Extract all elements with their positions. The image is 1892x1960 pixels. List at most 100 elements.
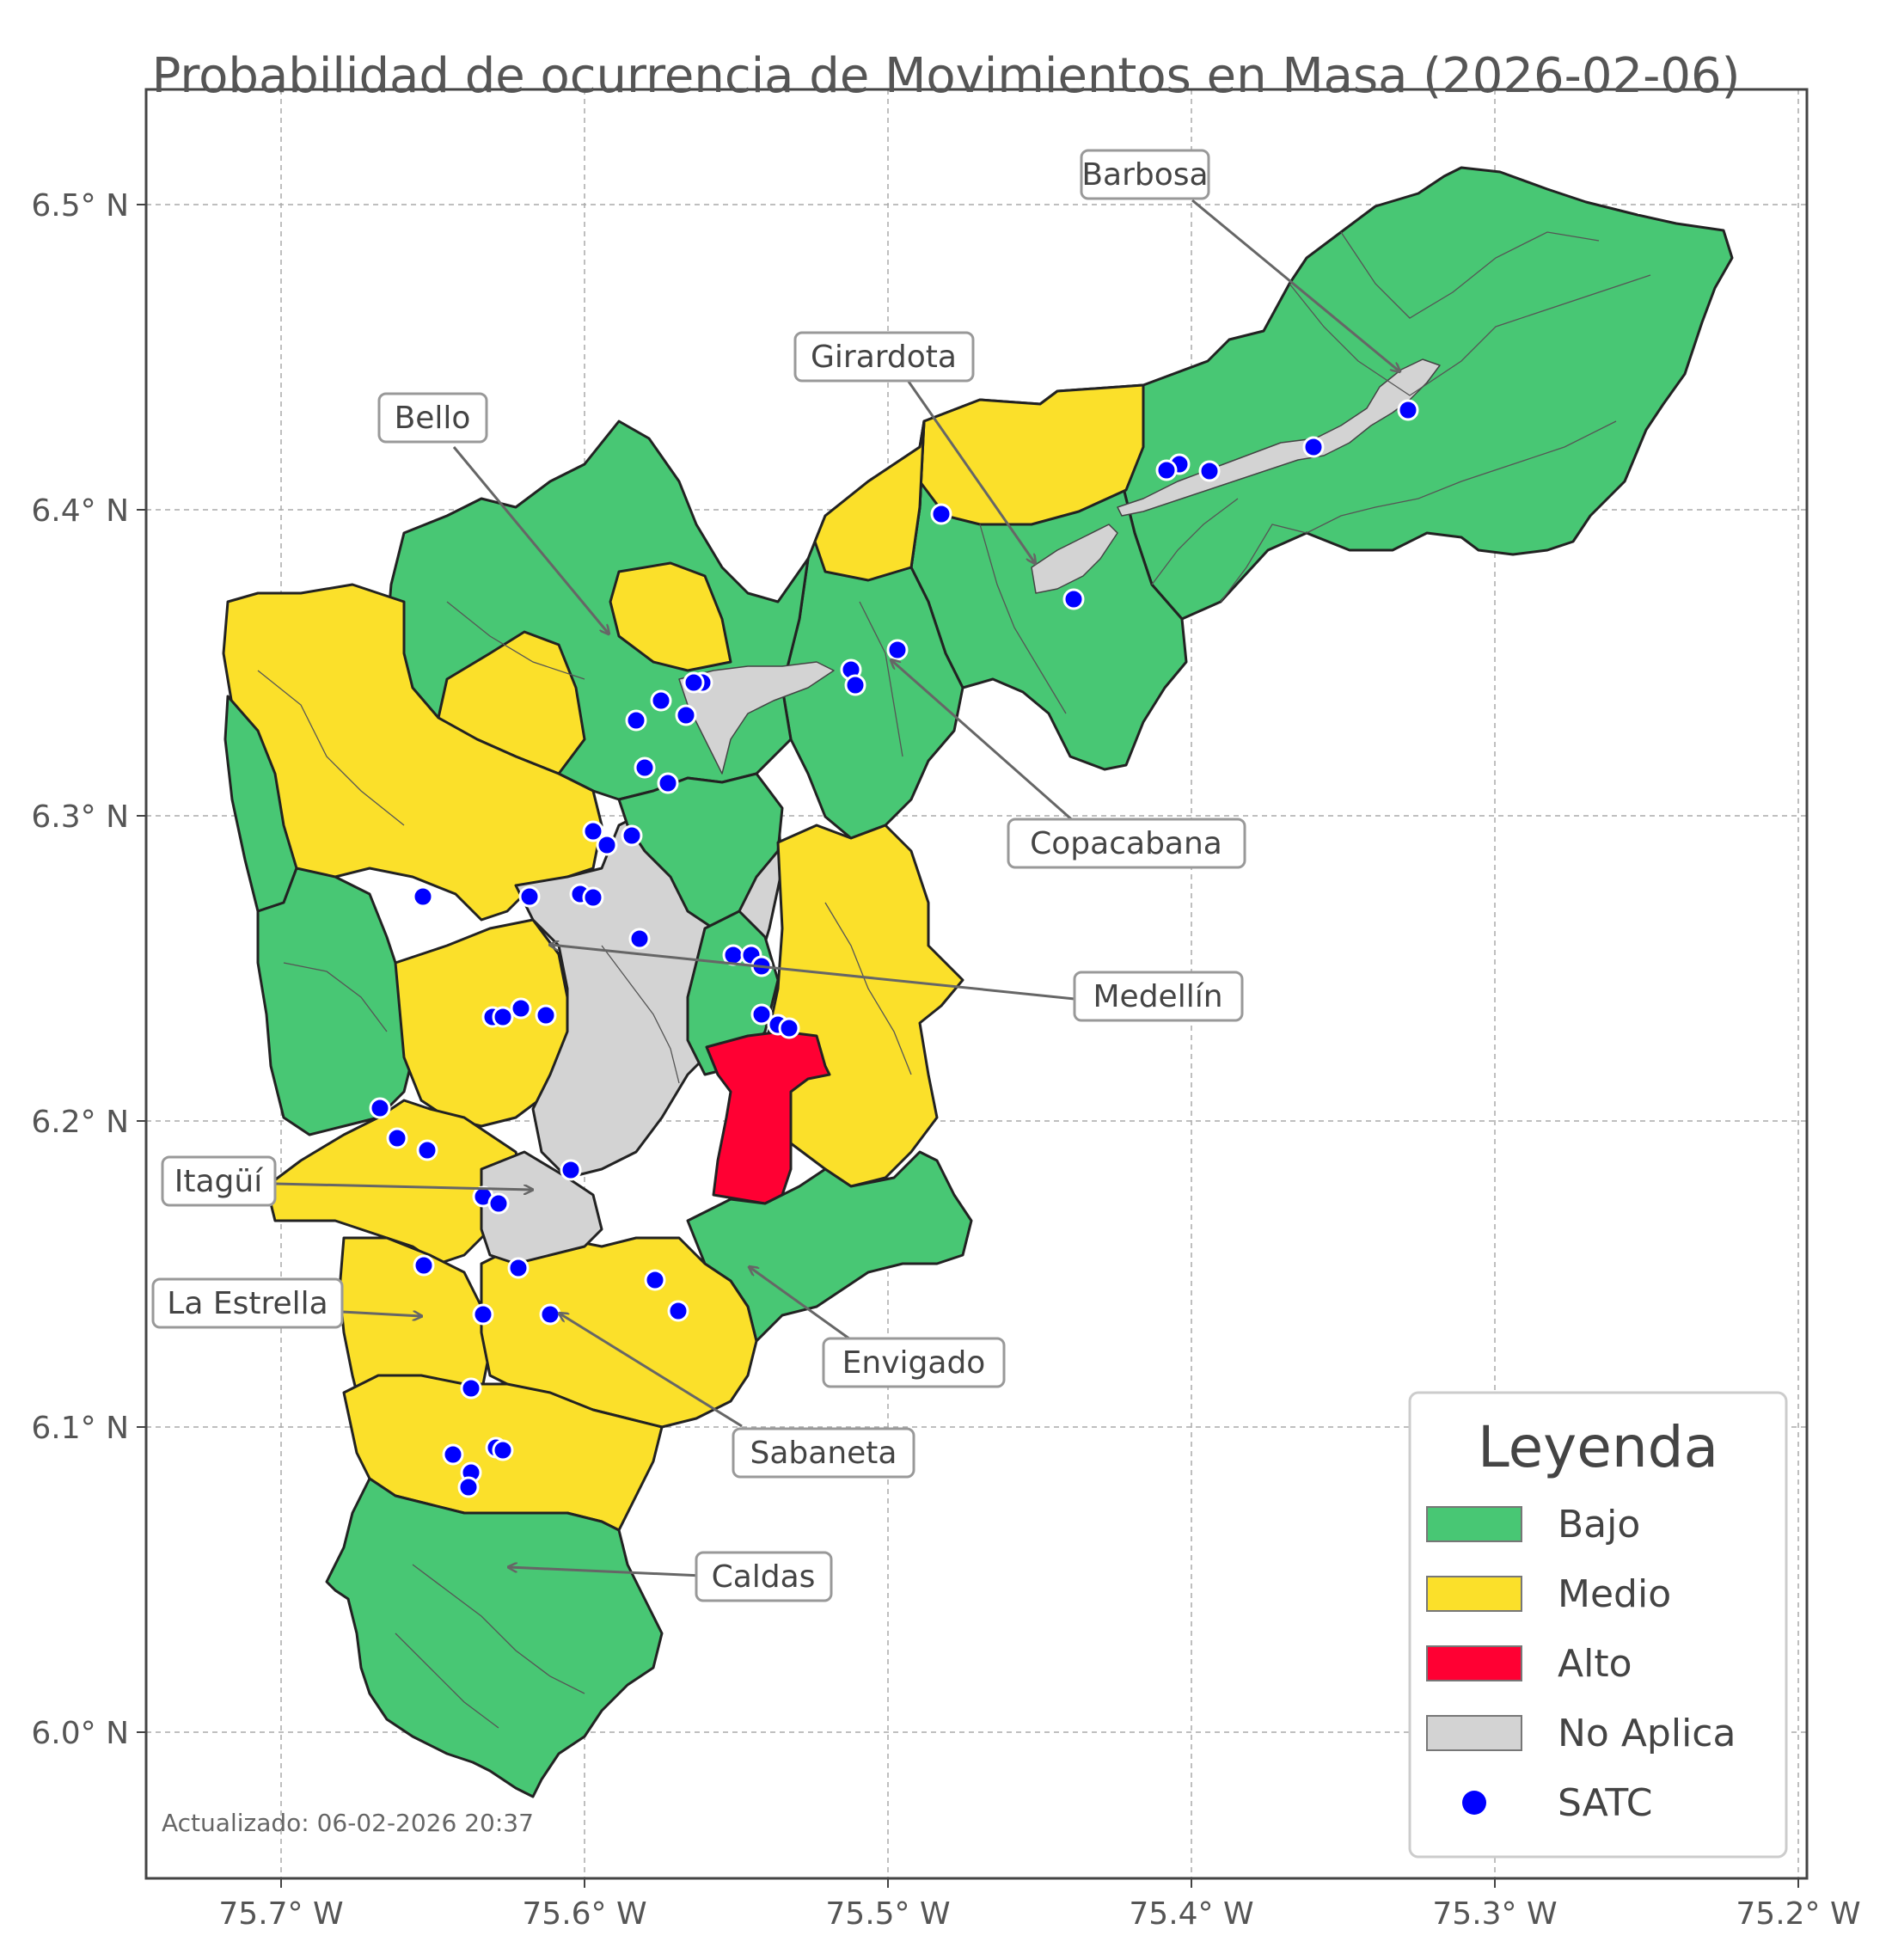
region-medellin-north-green	[617, 772, 784, 930]
subdivision-line	[979, 524, 1067, 714]
satc-point	[1155, 459, 1178, 481]
tick-marks	[137, 204, 1799, 1888]
callout-copacabana: Copacabana	[1007, 818, 1246, 869]
satc-point	[472, 1303, 494, 1326]
legend: Leyenda Bajo Medio Alto No Aplica SATC	[1408, 1391, 1788, 1859]
legend-label: Medio	[1558, 1572, 1671, 1616]
callout-label: Itagüí	[175, 1164, 263, 1199]
legend-swatch-no-aplica	[1426, 1715, 1522, 1751]
satc-point	[457, 1476, 480, 1498]
callout-box	[822, 1337, 1006, 1388]
satc-point	[492, 1439, 514, 1461]
y-tick-label: 6.0° N	[31, 1716, 129, 1751]
satc-point	[930, 503, 952, 525]
legend-swatch-satc	[1462, 1791, 1486, 1815]
legend-swatch-bajo	[1426, 1506, 1522, 1542]
satc-point	[750, 1003, 773, 1026]
subdivision-line	[412, 1564, 585, 1694]
region-bello-medio-north	[609, 561, 732, 672]
satc-point	[487, 1192, 510, 1215]
subdivision-line	[395, 1632, 499, 1729]
callout-girardota: Girardota	[793, 331, 975, 383]
callout-arrow-caldas	[509, 1567, 703, 1577]
satc-point	[535, 1004, 557, 1026]
callout-arrow-medellin	[550, 945, 1075, 1001]
satc-point	[628, 928, 651, 950]
x-tick-label: 75.7° W	[218, 1896, 343, 1932]
callout-arrow-barbosa	[1191, 199, 1399, 371]
satc-point	[596, 834, 618, 856]
subdivision-line	[1151, 498, 1239, 585]
subdivision-line	[446, 601, 585, 680]
region-medellin-sw-green	[256, 867, 419, 1136]
callout-label: Barbosa	[1081, 157, 1208, 193]
callout-label: Copacabana	[1030, 826, 1222, 861]
y-tick-label: 6.1° N	[31, 1411, 129, 1446]
legend-label: Bajo	[1558, 1503, 1640, 1547]
satc-points	[369, 399, 1419, 1498]
satc-point	[1062, 588, 1085, 610]
callout-label: La Estrella	[167, 1286, 328, 1321]
satc-point	[1397, 399, 1419, 421]
satc-point	[644, 1269, 666, 1291]
y-tick-label: 6.4° N	[31, 493, 129, 529]
callout-box	[695, 1551, 833, 1602]
satc-point	[539, 1303, 561, 1326]
satc-point	[510, 997, 532, 1020]
region-girardota-urban	[1031, 524, 1118, 594]
x-tick-labels: 75.7° W 75.6° W 75.5° W 75.4° W 75.3° W …	[218, 1896, 1860, 1932]
legend-item: SATC	[1462, 1781, 1652, 1825]
region-barbosa-urban	[1117, 358, 1441, 517]
satc-point	[560, 1159, 582, 1181]
legend-label: SATC	[1558, 1781, 1652, 1825]
subdivision-line	[257, 670, 405, 826]
satc-point	[886, 639, 909, 661]
y-tick-label: 6.3° N	[31, 799, 129, 835]
legend-swatch-alto	[1426, 1645, 1522, 1681]
callout-label: Medellín	[1093, 979, 1222, 1014]
callout-box	[377, 392, 488, 444]
callout-bello: Bello	[377, 392, 488, 444]
satc-point	[460, 1377, 482, 1400]
satc-point	[778, 1017, 800, 1039]
callout-arrow-sabaneta	[560, 1314, 743, 1428]
legend-item: Medio	[1426, 1572, 1671, 1616]
satc-point	[667, 1300, 689, 1322]
satc-point	[518, 885, 541, 908]
satc-point	[416, 1139, 438, 1161]
legend-item: Alto	[1426, 1642, 1632, 1686]
satc-point	[657, 772, 679, 794]
callout-label: Girardota	[811, 340, 957, 375]
subdivision-line	[1289, 274, 1651, 396]
callout-arrow-girardota	[905, 378, 1035, 563]
subdivision-line	[601, 945, 680, 1084]
legend-item: No Aplica	[1426, 1712, 1736, 1755]
legend-label: No Aplica	[1558, 1712, 1736, 1755]
callout-arrow-copacabana	[891, 660, 1084, 831]
y-tick-label: 6.2° N	[31, 1105, 129, 1140]
region-copacabana-medio	[813, 420, 926, 582]
callout-envigado: Envigado	[822, 1337, 1006, 1388]
satc-point	[650, 689, 672, 712]
satc-point	[582, 886, 604, 909]
satc-point	[621, 824, 643, 847]
legend-title: Leyenda	[1478, 1414, 1718, 1480]
callout-box	[151, 1277, 344, 1329]
callout-arrow-bello	[452, 446, 609, 634]
region-envigado-alto	[705, 1030, 831, 1205]
axes-frame	[144, 88, 1809, 1880]
callout-itagui: Itagüí	[161, 1155, 277, 1207]
legend-item: Bajo	[1426, 1503, 1640, 1547]
satc-point	[1302, 436, 1325, 458]
satc-point	[844, 674, 866, 696]
callout-box	[732, 1427, 915, 1479]
callout-arrow-envigado	[750, 1267, 854, 1343]
region-medellin-east-medio	[763, 824, 964, 1188]
callout-medellin: Medellín	[1073, 971, 1244, 1022]
callout-label: Envigado	[842, 1345, 986, 1381]
region-itagui-urban	[480, 1150, 603, 1265]
satc-point	[442, 1443, 464, 1466]
satc-point	[492, 1006, 514, 1028]
callout-box	[793, 331, 975, 383]
